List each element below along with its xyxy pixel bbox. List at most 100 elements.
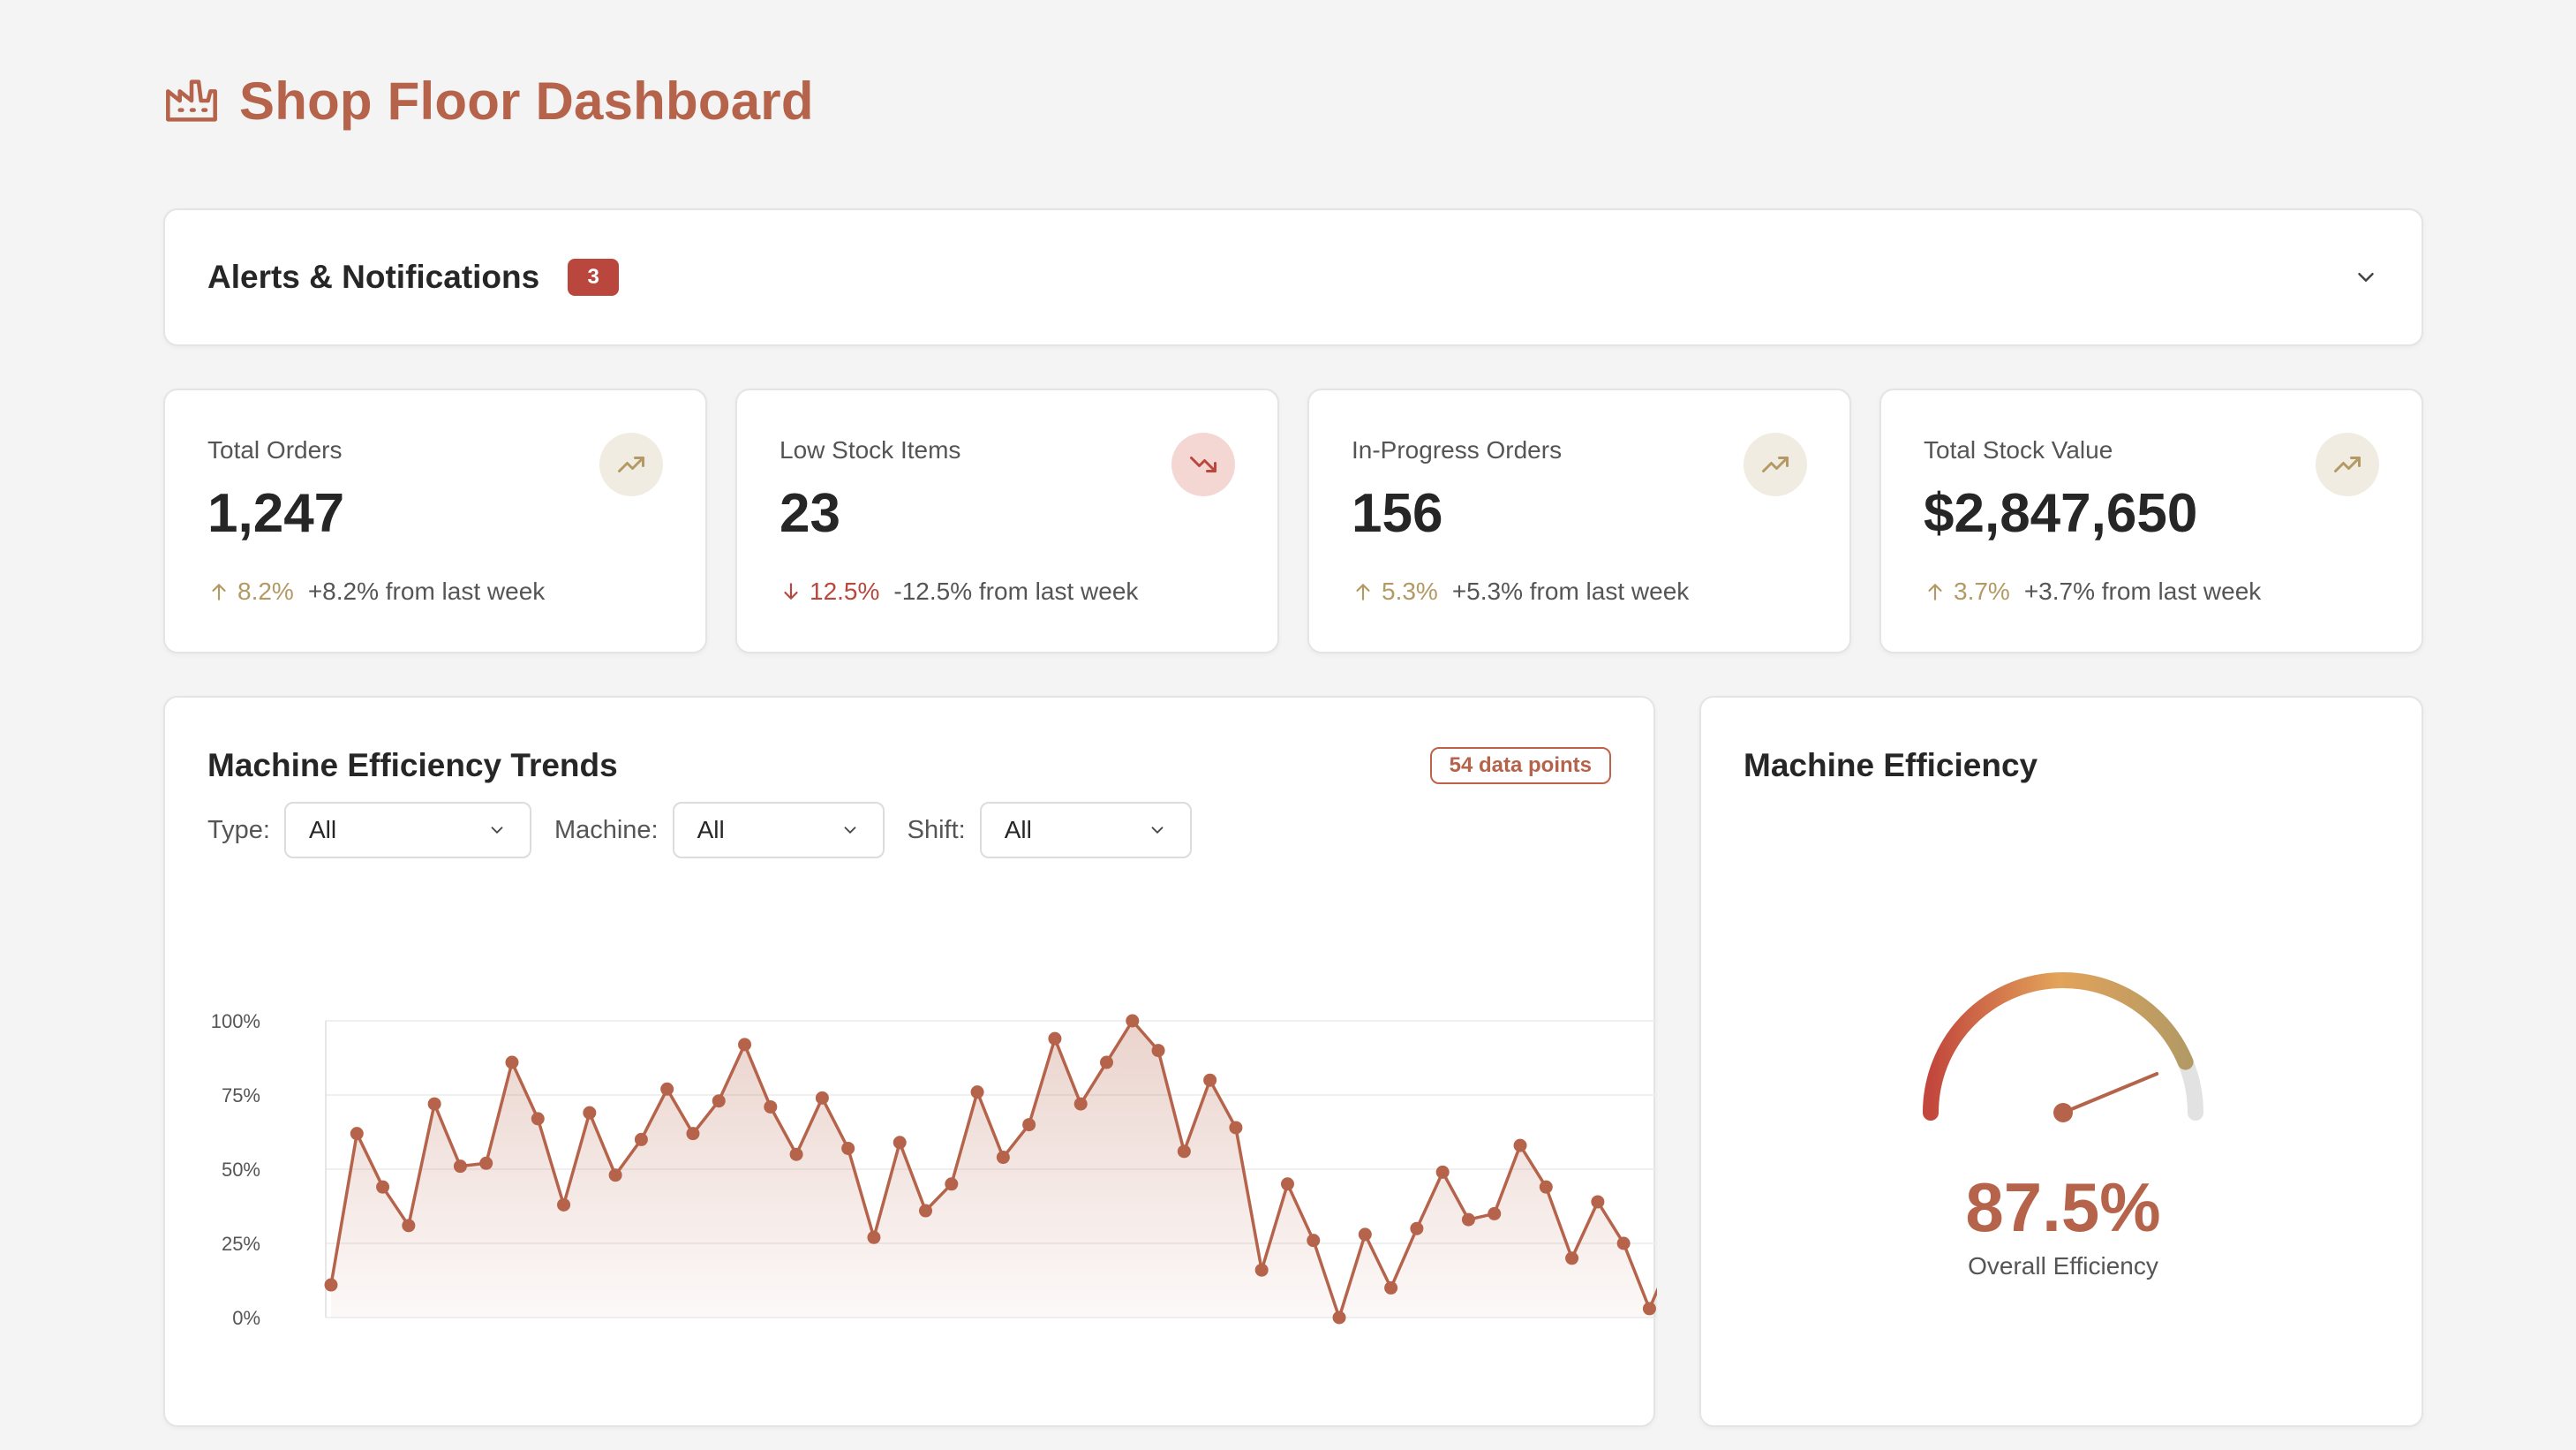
data-point[interactable] [738, 1038, 752, 1052]
data-point[interactable] [1410, 1221, 1424, 1235]
series-area [331, 1021, 1657, 1318]
data-point[interactable] [815, 1091, 829, 1105]
data-point[interactable] [1358, 1227, 1372, 1242]
kpi-pct: 12.5% [810, 578, 880, 605]
data-point[interactable] [505, 1055, 519, 1069]
data-point[interactable] [1151, 1044, 1165, 1058]
panel-title: Machine Efficiency [1744, 747, 2038, 783]
data-point[interactable] [867, 1230, 881, 1244]
gauge-pivot [2053, 1103, 2073, 1122]
data-point[interactable] [970, 1085, 984, 1099]
page-title: Shop Floor Dashboard [239, 71, 814, 131]
data-point[interactable] [427, 1097, 441, 1111]
alerts-title-group: Alerts & Notifications 3 [207, 259, 620, 296]
gauge-track [1923, 972, 2203, 1121]
data-point[interactable] [1565, 1251, 1579, 1265]
data-point[interactable] [634, 1132, 648, 1146]
kpi-label: Total Orders [207, 436, 343, 464]
kpi-value: 1,247 [207, 483, 345, 544]
data-point[interactable] [919, 1204, 933, 1218]
kpi-pct: 5.3% [1382, 578, 1438, 605]
select-value: All [308, 816, 337, 843]
data-point[interactable] [764, 1099, 778, 1114]
data-point[interactable] [1254, 1263, 1269, 1277]
data-point[interactable] [1384, 1280, 1398, 1295]
kpi-trend: 8.2% +8.2% from last week [207, 578, 545, 606]
kpi-value: 156 [1352, 483, 1443, 544]
kpi-trend: 3.7% +3.7% from last week [1924, 578, 2261, 606]
kpi-note: -12.5% from last week [893, 578, 1139, 605]
data-point[interactable] [583, 1106, 597, 1120]
data-point[interactable] [479, 1156, 493, 1170]
trending-down-icon [1171, 433, 1235, 496]
data-point[interactable] [1435, 1165, 1450, 1179]
chevron-down-icon[interactable] [2353, 264, 2379, 291]
shift-select[interactable]: All [979, 802, 1192, 858]
data-point[interactable] [1539, 1180, 1553, 1194]
data-point[interactable] [1099, 1055, 1113, 1069]
data-point[interactable] [996, 1151, 1010, 1165]
data-point[interactable] [1203, 1073, 1217, 1087]
data-point[interactable] [350, 1127, 364, 1141]
data-point[interactable] [945, 1177, 959, 1191]
data-point[interactable] [841, 1141, 855, 1155]
filter-label-shift: Shift: [907, 815, 966, 844]
data-point[interactable] [1126, 1014, 1140, 1028]
data-point[interactable] [1591, 1195, 1605, 1209]
filter-label-type: Type: [207, 815, 270, 844]
select-value: All [1004, 816, 1032, 843]
data-point[interactable] [686, 1127, 700, 1141]
data-point[interactable] [660, 1082, 674, 1096]
kpi-value: 23 [780, 483, 840, 544]
data-point[interactable] [1280, 1177, 1294, 1191]
data-point[interactable] [789, 1147, 803, 1161]
data-point[interactable] [893, 1136, 907, 1150]
filter-label-machine: Machine: [554, 815, 659, 844]
machine-efficiency-panel: Machine Efficiency 87.5% Overall Efficie… [1699, 696, 2423, 1427]
chevron-down-icon [844, 827, 856, 835]
chevron-down-icon [1151, 827, 1164, 835]
trending-up-icon [1744, 433, 1807, 496]
data-point[interactable] [1073, 1097, 1088, 1111]
kpi-card-low-stock: Low Stock Items 23 12.5% -12.5% from las… [735, 389, 1279, 653]
data-point[interactable] [1177, 1144, 1191, 1159]
data-point[interactable] [376, 1180, 390, 1194]
arrow-up-icon [1356, 583, 1370, 600]
data-point[interactable] [1332, 1310, 1346, 1325]
kpi-card-total-orders: Total Orders 1,247 8.2% +8.2% from last … [163, 389, 707, 653]
y-tick-label: 25% [222, 1233, 260, 1255]
data-point[interactable] [402, 1219, 416, 1233]
type-select[interactable]: All [283, 802, 531, 858]
data-point[interactable] [1022, 1118, 1036, 1132]
y-tick-label: 75% [222, 1084, 260, 1106]
kpi-note: +5.3% from last week [1451, 578, 1690, 605]
data-point[interactable] [1513, 1138, 1527, 1152]
data-point[interactable] [1461, 1212, 1475, 1227]
efficiency-subtitle: Overall Efficiency [1968, 1252, 2158, 1280]
alerts-panel[interactable]: Alerts & Notifications 3 [163, 208, 2423, 346]
data-point[interactable] [1307, 1234, 1321, 1248]
data-point[interactable] [531, 1112, 545, 1126]
data-point[interactable] [1048, 1031, 1062, 1046]
data-point[interactable] [1488, 1206, 1502, 1220]
kpi-card-in-progress: In-Progress Orders 156 5.3% +5.3% from l… [1307, 389, 1851, 653]
arrow-down-icon [784, 583, 798, 600]
kpi-value: $2,847,650 [1924, 483, 2198, 544]
y-tick-label: 0% [232, 1307, 260, 1329]
data-point[interactable] [1616, 1236, 1631, 1250]
data-point[interactable] [324, 1278, 338, 1292]
kpi-label: Total Stock Value [1924, 436, 2113, 464]
data-points-badge: 54 data points [1429, 747, 1611, 784]
data-point[interactable] [1642, 1302, 1656, 1316]
machine-select[interactable]: All [672, 802, 885, 858]
data-point[interactable] [608, 1168, 622, 1182]
data-point[interactable] [557, 1197, 571, 1212]
kpi-trend: 12.5% -12.5% from last week [780, 578, 1138, 606]
trending-up-icon [599, 433, 663, 496]
data-point[interactable] [1229, 1121, 1243, 1135]
data-point[interactable] [453, 1159, 467, 1174]
select-value: All [697, 816, 725, 843]
data-point[interactable] [712, 1094, 726, 1108]
kpi-card-stock-value: Total Stock Value $2,847,650 3.7% +3.7% … [1879, 389, 2423, 653]
y-tick-label: 100% [211, 1010, 260, 1032]
